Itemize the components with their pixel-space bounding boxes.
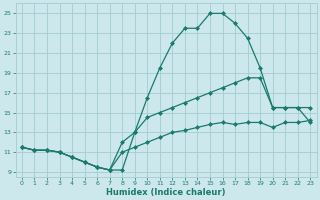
X-axis label: Humidex (Indice chaleur): Humidex (Indice chaleur) — [106, 188, 226, 197]
